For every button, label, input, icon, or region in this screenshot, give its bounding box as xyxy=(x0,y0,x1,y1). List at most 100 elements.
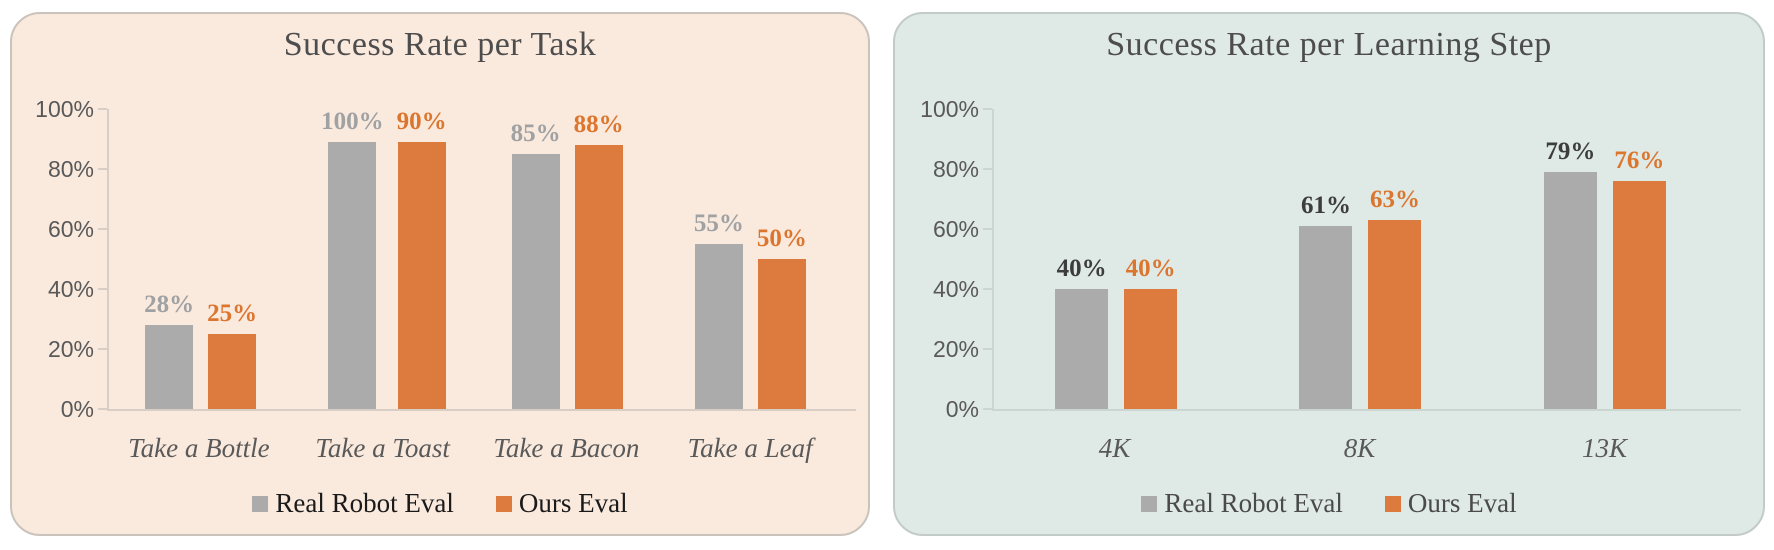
y-tick-mark xyxy=(983,228,992,230)
bar-with-label: 25% xyxy=(207,109,257,409)
category-label: 13K xyxy=(1581,433,1627,463)
legend-swatch xyxy=(252,495,269,512)
chart-panel-success-rate-per-task: Success Rate per Task 0% 20% 40% 60% 80% 100%… xyxy=(10,12,870,536)
bar-with-label: 50% xyxy=(757,109,807,409)
y-tick-label: 40% xyxy=(932,276,979,302)
chart-panel-success-rate-per-learning-step: Success Rate per Learning Step 0% 20% 40% 6… xyxy=(893,12,1765,536)
y-tick-label: 40% xyxy=(47,276,94,302)
bar xyxy=(757,259,806,409)
y-tick-label: 80% xyxy=(47,156,94,182)
y-tick-mark xyxy=(98,168,107,170)
bar xyxy=(574,145,623,409)
bar-with-label: 63% xyxy=(1368,109,1422,409)
y-axis xyxy=(107,109,109,409)
bar-value-label: 79% xyxy=(1545,138,1596,165)
bar-value-label: 63% xyxy=(1369,186,1420,213)
category-label: Take a Toast xyxy=(315,433,450,463)
bar xyxy=(1543,172,1597,409)
legend-label: Real Robot Eval xyxy=(1164,488,1343,518)
bar-with-label: 40% xyxy=(1055,109,1109,409)
plot-area: 0% 20% 40% 60% 80% 100% 40% 40% 61% 63% 79% 76% xyxy=(920,96,1741,422)
chart-title: Success Rate per Task xyxy=(283,26,597,63)
bar xyxy=(694,244,743,409)
y-tick-mark xyxy=(983,288,992,290)
legend-label: Ours Eval xyxy=(1407,488,1517,518)
bar-group: 79% 76% xyxy=(1483,109,1727,409)
bar-value-label: 100% xyxy=(321,108,384,135)
legend-label: Real Robot Eval xyxy=(275,488,454,518)
bar-with-label: 55% xyxy=(694,109,744,409)
y-tick-mark xyxy=(983,108,992,110)
bar-group: 55% 50% xyxy=(659,109,842,409)
legend-swatch xyxy=(1141,495,1158,512)
category-label: 4K xyxy=(1098,433,1131,463)
bar xyxy=(511,154,560,409)
y-tick-label: 80% xyxy=(932,156,979,182)
legend-swatch xyxy=(495,495,512,512)
bars-row: 40% 40% 61% 63% 79% 76% xyxy=(994,109,1727,409)
bar-value-label: 40% xyxy=(1125,255,1176,282)
y-tick-mark xyxy=(98,348,107,350)
bar-value-label: 90% xyxy=(396,108,447,135)
bar-value-label: 61% xyxy=(1300,192,1351,219)
bar-with-label: 28% xyxy=(144,109,194,409)
bar-with-label: 88% xyxy=(574,109,624,409)
bar-group: 28% 25% xyxy=(109,109,292,409)
y-tick-label: 60% xyxy=(47,216,94,242)
bar xyxy=(1368,220,1422,409)
bar-value-label: 88% xyxy=(573,111,624,138)
y-tick-mark xyxy=(983,168,992,170)
bar-value-label: 50% xyxy=(756,225,807,252)
y-tick-mark xyxy=(98,288,107,290)
bar-with-label: 85% xyxy=(511,109,561,409)
bar-value-label: 55% xyxy=(693,210,744,237)
bar-group: 100% 90% xyxy=(292,109,475,409)
bar-with-label: 61% xyxy=(1299,109,1353,409)
category-label: Take a Bacon xyxy=(493,433,640,463)
y-tick-mark xyxy=(98,228,107,230)
legend-item: Ours Eval xyxy=(495,488,628,519)
y-tick-label: 100% xyxy=(35,96,94,122)
plot-area: 0% 20% 40% 60% 80% 100% 28% 25% 100% 90% 85% 88% 55%… xyxy=(35,96,856,422)
x-axis-baseline xyxy=(992,409,1741,411)
legend: Real Robot Eval Ours Eval xyxy=(12,488,868,519)
bar-with-label: 100% xyxy=(321,109,384,409)
bar-group: 61% 63% xyxy=(1238,109,1482,409)
chart-title: Success Rate per Learning Step xyxy=(1106,26,1552,63)
bar-value-label: 85% xyxy=(510,120,561,147)
bar-value-label: 25% xyxy=(207,300,258,327)
bar xyxy=(397,142,446,409)
x-axis-baseline xyxy=(107,409,856,411)
bar-with-label: 76% xyxy=(1612,109,1666,409)
category-label: Take a Leaf xyxy=(687,433,813,463)
bar xyxy=(208,334,257,409)
bar xyxy=(1299,226,1353,409)
legend-item: Real Robot Eval xyxy=(1141,488,1343,519)
bar-value-label: 76% xyxy=(1614,147,1665,174)
category-label: Take a Bottle xyxy=(128,433,270,463)
y-tick-mark xyxy=(98,408,107,410)
y-axis xyxy=(992,109,994,409)
bar xyxy=(328,142,377,409)
x-axis-category-labels: 4K 8K 13K xyxy=(992,426,1727,470)
bar-value-label: 40% xyxy=(1056,255,1107,282)
bars-row: 28% 25% 100% 90% 85% 88% 55% 50% xyxy=(109,109,842,409)
x-axis-category-labels: Take a Bottle Take a Toast Take a Bacon Tak… xyxy=(107,426,842,470)
bar-group: 85% 88% xyxy=(476,109,659,409)
bar xyxy=(145,325,194,409)
bar-with-label: 40% xyxy=(1124,109,1178,409)
y-tick-mark xyxy=(98,108,107,110)
bar xyxy=(1124,289,1178,409)
bar-with-label: 79% xyxy=(1543,109,1597,409)
y-tick-mark xyxy=(983,348,992,350)
legend-label: Ours Eval xyxy=(518,488,628,518)
legend-item: Real Robot Eval xyxy=(252,488,454,519)
bar xyxy=(1055,289,1109,409)
bar-with-label: 90% xyxy=(397,109,447,409)
bar-value-label: 28% xyxy=(144,291,195,318)
legend-item: Ours Eval xyxy=(1384,488,1517,519)
y-tick-label: 20% xyxy=(47,336,94,362)
category-label: 8K xyxy=(1343,433,1376,463)
y-tick-label: 0% xyxy=(60,396,94,422)
